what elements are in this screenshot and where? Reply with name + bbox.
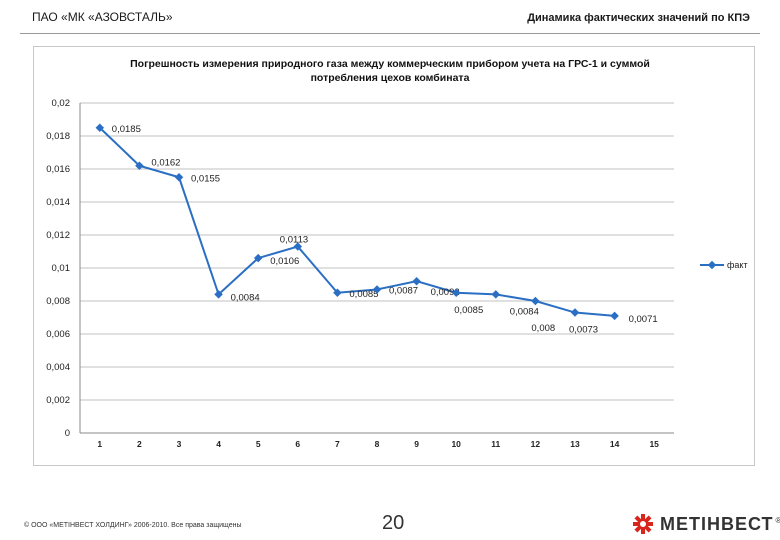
x-tick-label: 10 (451, 439, 461, 449)
data-label: 0,008 (531, 323, 555, 334)
data-point (372, 285, 382, 294)
data-label: 0,0185 (112, 124, 141, 135)
data-label: 0,0085 (454, 305, 483, 316)
data-point (174, 173, 184, 182)
data-point (570, 308, 580, 317)
y-tick-label: 0,012 (46, 230, 70, 241)
data-label: 0,0106 (270, 256, 299, 267)
series-line (99, 127, 615, 317)
y-tick-label: 0,016 (46, 164, 70, 175)
data-label: 0,0073 (569, 325, 598, 336)
company-name: ПАО «МК «АЗОВСТАЛЬ» (32, 10, 173, 24)
x-tick-label: 11 (491, 439, 500, 449)
y-tick-label: 0,002 (46, 395, 70, 406)
data-point (412, 276, 421, 286)
data-label: 0,0087 (389, 285, 418, 296)
data-label: 0,0071 (629, 314, 658, 325)
legend-marker (700, 260, 724, 270)
data-point (135, 161, 144, 170)
x-tick-label: 9 (414, 439, 419, 449)
logo-text: МЕТІНВЕСТ (660, 513, 774, 534)
x-tick-label: 12 (531, 439, 541, 449)
x-tick-label: 3 (177, 439, 182, 449)
page-number: 20 (382, 512, 405, 534)
metinvest-logo: МЕТІНВЕСТ ® (632, 513, 780, 535)
legend-label: факт (727, 260, 748, 270)
x-tick-label: 8 (375, 439, 380, 449)
data-label: 0,0092 (431, 287, 460, 298)
y-tick-label: 0 (65, 428, 70, 439)
data-label: 0,0084 (510, 306, 539, 317)
data-label: 0,0162 (151, 158, 180, 169)
logo-star-icon (633, 514, 653, 534)
chart-legend: факт (700, 260, 748, 270)
data-point (451, 288, 461, 297)
chart-title: Погрешность измерения природного газа ме… (110, 57, 670, 85)
data-label: 0,0085 (349, 289, 378, 300)
x-tick-label: 5 (256, 439, 261, 449)
y-tick-label: 0,004 (46, 362, 70, 373)
x-tick-label: 6 (295, 439, 300, 449)
copyright: © ООО «МЕТІНВЕСТ ХОЛДИНГ» 2006-2010. Все… (24, 522, 242, 529)
data-point (610, 311, 619, 321)
y-tick-label: 0,008 (46, 296, 70, 307)
chart-frame (33, 46, 755, 466)
data-point (531, 296, 540, 306)
x-tick-label: 13 (570, 439, 580, 449)
data-point (333, 288, 342, 297)
x-tick-label: 4 (216, 439, 221, 449)
y-tick-label: 0,018 (46, 131, 70, 142)
section-title: Динамика фактических значений по КПЭ (527, 12, 750, 24)
logo-registered-mark: ® (775, 515, 780, 525)
data-label: 0,0113 (280, 235, 308, 246)
y-tick-label: 0,02 (52, 98, 71, 109)
data-point (491, 290, 501, 299)
header-divider (20, 33, 760, 34)
y-tick-label: 0,01 (52, 263, 71, 274)
data-label: 0,0084 (231, 292, 260, 303)
data-label: 0,0155 (191, 173, 220, 184)
data-point (214, 290, 223, 299)
data-point (95, 123, 105, 132)
x-tick-label: 2 (137, 439, 142, 449)
chart-title-line2: потребления цехов комбината (310, 72, 470, 84)
chart-title-line1: Погрешность измерения природного газа ме… (130, 58, 650, 70)
x-tick-label: 1 (97, 439, 102, 449)
data-point (293, 242, 303, 251)
x-tick-label: 15 (649, 439, 659, 449)
x-tick-label: 14 (610, 439, 620, 449)
y-tick-label: 0,006 (46, 329, 70, 340)
x-tick-label: 7 (335, 439, 340, 449)
y-tick-label: 0,014 (46, 197, 70, 208)
